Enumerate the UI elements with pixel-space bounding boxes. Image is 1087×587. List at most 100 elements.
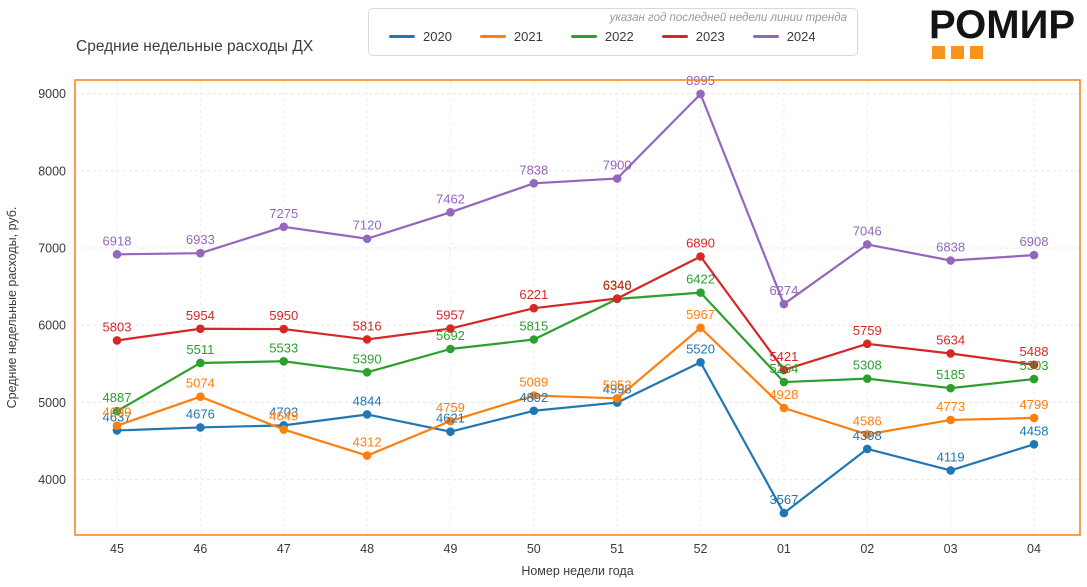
legend-item-2021: 2021 (479, 29, 543, 44)
legend-box: указан год последней недели линии тренда… (368, 8, 858, 56)
svg-text:04: 04 (1027, 542, 1041, 556)
point-2021-01 (779, 403, 789, 413)
svg-text:7462: 7462 (436, 191, 465, 206)
svg-text:4759: 4759 (436, 400, 465, 415)
svg-text:4844: 4844 (353, 393, 382, 408)
svg-text:5390: 5390 (353, 351, 382, 366)
svg-text:02: 02 (860, 542, 874, 556)
point-2023-45 (112, 336, 122, 345)
svg-text:8000: 8000 (38, 164, 66, 178)
point-2024-01 (779, 299, 789, 309)
logo-square (969, 46, 983, 59)
plot-border (74, 79, 1081, 536)
svg-text:5308: 5308 (853, 358, 882, 373)
svg-text:6933: 6933 (186, 232, 215, 247)
point-2022-49 (446, 344, 455, 354)
legend-item-2020: 2020 (389, 29, 452, 44)
series-2021 (112, 323, 1039, 460)
gridlines (75, 80, 1080, 535)
svg-text:5074: 5074 (186, 376, 215, 391)
legend-label-2024: 2024 (786, 28, 816, 44)
svg-text:5803: 5803 (103, 319, 132, 334)
point-2020-50 (529, 406, 539, 416)
point-2023-52 (696, 252, 705, 261)
point-2023-46 (196, 324, 205, 334)
point-2023-01 (779, 365, 789, 375)
point-2021-02 (862, 430, 872, 439)
point-2023-47 (279, 324, 289, 334)
point-2023-49 (446, 324, 455, 333)
svg-text:5303: 5303 (1020, 358, 1049, 373)
svg-text:5634: 5634 (936, 332, 965, 347)
point-2022-01 (779, 377, 789, 387)
svg-text:6221: 6221 (519, 287, 548, 302)
point-2022-45 (112, 406, 122, 416)
svg-text:5511: 5511 (186, 342, 214, 357)
svg-text:01: 01 (777, 542, 791, 556)
svg-text:4312: 4312 (353, 435, 382, 450)
labels-2022: 4887 5511 5533 5390 5692 5815 6340 6422 5264 5308… (103, 272, 1049, 406)
legend-annotation: указан год последней недели линии тренда (609, 12, 847, 24)
point-2022-48 (362, 368, 372, 377)
svg-text:3567: 3567 (769, 492, 798, 507)
y-axis-ticks: 4000 5000 6000 7000 8000 9000 (38, 87, 66, 487)
svg-text:4799: 4799 (1020, 397, 1049, 412)
svg-text:5759: 5759 (853, 323, 882, 338)
svg-text:4398: 4398 (853, 428, 882, 443)
point-2022-04 (1029, 374, 1039, 384)
svg-text:4458: 4458 (1020, 423, 1049, 438)
svg-text:5488: 5488 (1020, 344, 1049, 359)
point-2022-46 (196, 358, 205, 368)
svg-text:6918: 6918 (103, 233, 132, 248)
point-2022-02 (862, 374, 872, 383)
point-2024-51 (612, 174, 622, 183)
point-2024-47 (279, 222, 289, 232)
legend-swatch-2020 (389, 34, 415, 38)
svg-text:6346: 6346 (603, 278, 632, 293)
point-2023-51 (612, 294, 622, 303)
svg-text:5185: 5185 (936, 367, 965, 382)
svg-text:5816: 5816 (353, 318, 382, 333)
point-2022-50 (529, 335, 539, 344)
point-2021-47 (279, 425, 289, 434)
point-2021-51 (612, 394, 622, 403)
point-2023-04 (1029, 360, 1039, 370)
svg-text:50: 50 (527, 542, 541, 556)
svg-text:4703: 4703 (269, 404, 298, 419)
svg-text:7275: 7275 (269, 206, 298, 221)
svg-text:6838: 6838 (936, 240, 965, 255)
point-2020-04 (1029, 439, 1039, 449)
svg-text:4621: 4621 (436, 411, 465, 426)
labels-2021: 4699 5074 4649 4312 4759 5089 5053 5967 4928 4586… (103, 307, 1049, 450)
svg-text:9000: 9000 (38, 87, 66, 101)
point-2021-03 (946, 415, 955, 425)
svg-text:5967: 5967 (686, 307, 715, 322)
point-2024-48 (362, 234, 372, 244)
svg-text:5954: 5954 (186, 308, 215, 323)
chart-title: Средние недельные расходы ДХ (76, 38, 314, 55)
svg-text:5533: 5533 (269, 340, 298, 355)
y-axis-title: Средние недельные расходы, руб. (5, 207, 19, 409)
svg-text:5957: 5957 (436, 308, 465, 323)
point-2023-48 (362, 335, 372, 344)
point-2022-03 (946, 383, 955, 393)
svg-text:6422: 6422 (686, 272, 715, 287)
svg-text:6274: 6274 (769, 283, 798, 298)
svg-text:5815: 5815 (519, 319, 548, 334)
svg-text:4676: 4676 (186, 406, 215, 421)
romir-logo: РОМИР (929, 4, 1075, 59)
svg-text:7000: 7000 (38, 242, 66, 256)
point-2021-46 (196, 392, 205, 402)
svg-text:46: 46 (193, 542, 207, 556)
svg-text:4699: 4699 (103, 405, 132, 420)
point-2021-50 (529, 391, 539, 400)
svg-text:5692: 5692 (436, 328, 465, 343)
svg-text:7838: 7838 (519, 162, 548, 177)
point-2020-02 (862, 444, 872, 454)
labels-2023: 5803 5954 5950 5816 5957 6221 6346 6890 5421 5759… (103, 236, 1049, 364)
point-2024-45 (112, 250, 122, 259)
legend-swatch-2021 (479, 34, 506, 38)
svg-text:4998: 4998 (603, 382, 632, 397)
svg-text:5950: 5950 (269, 308, 298, 323)
